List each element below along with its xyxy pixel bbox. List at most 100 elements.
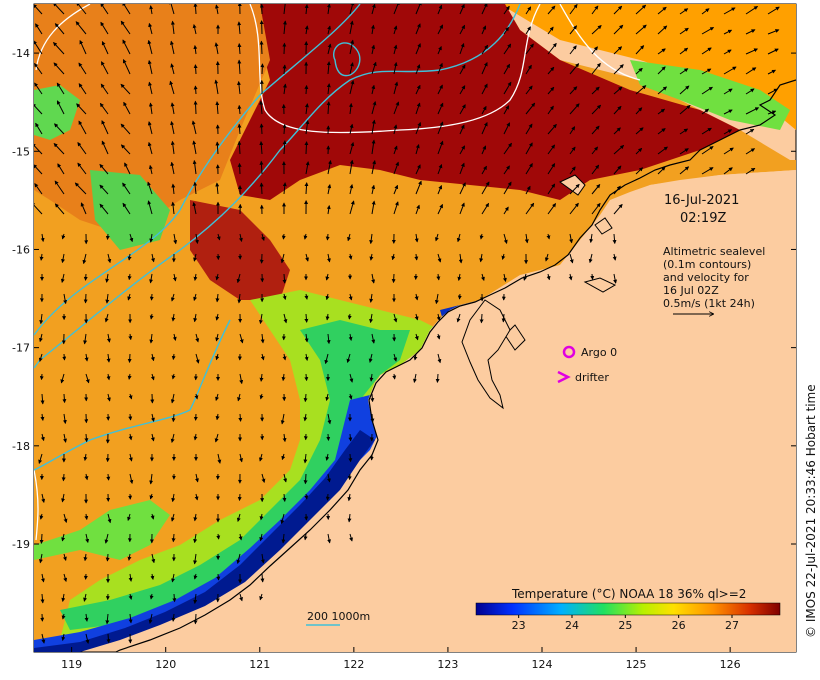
velocity-arrow: [393, 201, 399, 215]
velocity-arrow: [657, 25, 668, 35]
velocity-arrow: [503, 5, 510, 15]
velocity-arrow: [371, 184, 376, 195]
velocity-arrow: [304, 493, 309, 500]
velocity-arrow: [503, 122, 511, 135]
colorbar-gradient: [475, 602, 781, 616]
velocity-arrow: [149, 593, 154, 600]
velocity-arrow: [150, 353, 155, 362]
velocity-arrow: [767, 29, 780, 35]
velocity-arrow: [193, 85, 198, 95]
velocity-arrow: [437, 203, 443, 215]
velocity-arrow: [391, 253, 396, 261]
velocity-arrow: [371, 273, 376, 284]
velocity-arrow: [525, 85, 533, 95]
velocity-arrow: [61, 613, 66, 620]
velocity-arrow: [171, 313, 176, 322]
velocity-arrow: [547, 123, 557, 135]
velocity-arrow: [106, 373, 111, 381]
velocity-arrow: [214, 433, 219, 443]
velocity-arrow: [60, 273, 65, 283]
velocity-arrow: [237, 293, 242, 304]
velocity-arrow: [371, 160, 377, 175]
velocity-arrow: [259, 593, 264, 601]
velocity-arrow: [259, 123, 264, 135]
velocity-arrow: [147, 200, 153, 215]
imos-credit: © IMOS 22-Jul-2021 20:33:46 Hobart time: [804, 384, 818, 638]
velocity-arrow: [393, 25, 398, 35]
velocity-arrow: [128, 573, 133, 582]
velocity-arrow: [657, 128, 666, 135]
velocity-arrow: [657, 6, 667, 15]
velocity-arrow: [569, 103, 580, 115]
y-tick-label: -17: [12, 342, 30, 355]
velocity-arrow: [193, 4, 198, 15]
velocity-arrow: [127, 293, 132, 301]
velocity-arrow: [590, 273, 595, 280]
velocity-arrow: [147, 121, 153, 135]
velocity-arrow: [393, 161, 400, 175]
velocity-arrow: [434, 233, 439, 242]
velocity-arrow: [236, 513, 241, 522]
velocity-arrow: [393, 353, 398, 362]
velocity-arrow: [40, 593, 45, 604]
velocity-arrow: [171, 373, 176, 380]
x-tick-label: 119: [61, 658, 82, 671]
velocity-arrow: [679, 148, 689, 155]
velocity-arrow: [106, 633, 111, 644]
velocity-arrow: [525, 142, 533, 155]
velocity-arrow: [261, 473, 266, 483]
velocity-arrow: [635, 4, 647, 15]
velocity-arrow: [238, 233, 243, 243]
velocity-arrow: [171, 573, 176, 583]
velocity-arrow: [745, 67, 757, 75]
velocity-arrow: [63, 513, 68, 523]
velocity-arrow: [481, 273, 485, 282]
velocity-arrow: [436, 333, 441, 340]
velocity-arrow: [679, 68, 689, 75]
velocity-arrow: [38, 553, 43, 564]
velocity-arrow: [767, 69, 776, 75]
velocity-arrow: [349, 20, 354, 35]
velocity-arrow: [34, 103, 43, 115]
velocity-arrow: [150, 413, 155, 422]
velocity-arrow: [326, 205, 331, 215]
velocity-arrow: [101, 120, 109, 135]
velocity-arrow: [349, 159, 354, 175]
velocity-arrow: [282, 353, 287, 361]
velocity-arrow: [481, 145, 487, 155]
velocity-arrow: [53, 42, 65, 55]
bathymetry-label: 200 1000m: [307, 610, 370, 623]
velocity-arrow: [503, 43, 512, 55]
y-tick-label: -15: [12, 145, 30, 158]
velocity-arrow: [745, 5, 759, 15]
velocity-arrow: [588, 253, 593, 264]
velocity-arrow: [149, 5, 154, 15]
velocity-arrow: [83, 273, 88, 281]
velocity-arrow: [171, 493, 176, 503]
velocity-arrow: [259, 100, 264, 115]
velocity-arrow: [62, 393, 67, 404]
velocity-arrow: [591, 46, 598, 55]
velocity-arrow: [84, 613, 89, 622]
velocity-arrow: [84, 353, 89, 362]
velocity-arrow: [326, 433, 331, 441]
platform-legend: Argo 0 drifter: [557, 345, 617, 384]
velocity-arrow: [193, 253, 198, 262]
velocity-arrow: [74, 182, 87, 195]
velocity-arrow: [525, 202, 535, 215]
velocity-arrow: [327, 413, 332, 425]
temperature-colorbar: Temperature (°C) NOAA 18 36% ql>=2 23 24 2…: [472, 585, 790, 635]
velocity-arrow: [415, 204, 420, 215]
velocity-arrow: [547, 42, 557, 55]
velocity-arrow: [348, 253, 353, 260]
velocity-arrow: [326, 61, 331, 75]
velocity-arrow: [282, 83, 287, 95]
velocity-arrow: [283, 4, 286, 15]
velocity-arrow: [193, 64, 198, 75]
argo-float-icon: [562, 345, 576, 359]
warm-tongue: [190, 200, 290, 300]
central-green-patch: [90, 170, 170, 250]
velocity-arrow: [106, 393, 111, 402]
velocity-arrow: [371, 119, 376, 135]
velocity-arrow: [128, 453, 133, 462]
